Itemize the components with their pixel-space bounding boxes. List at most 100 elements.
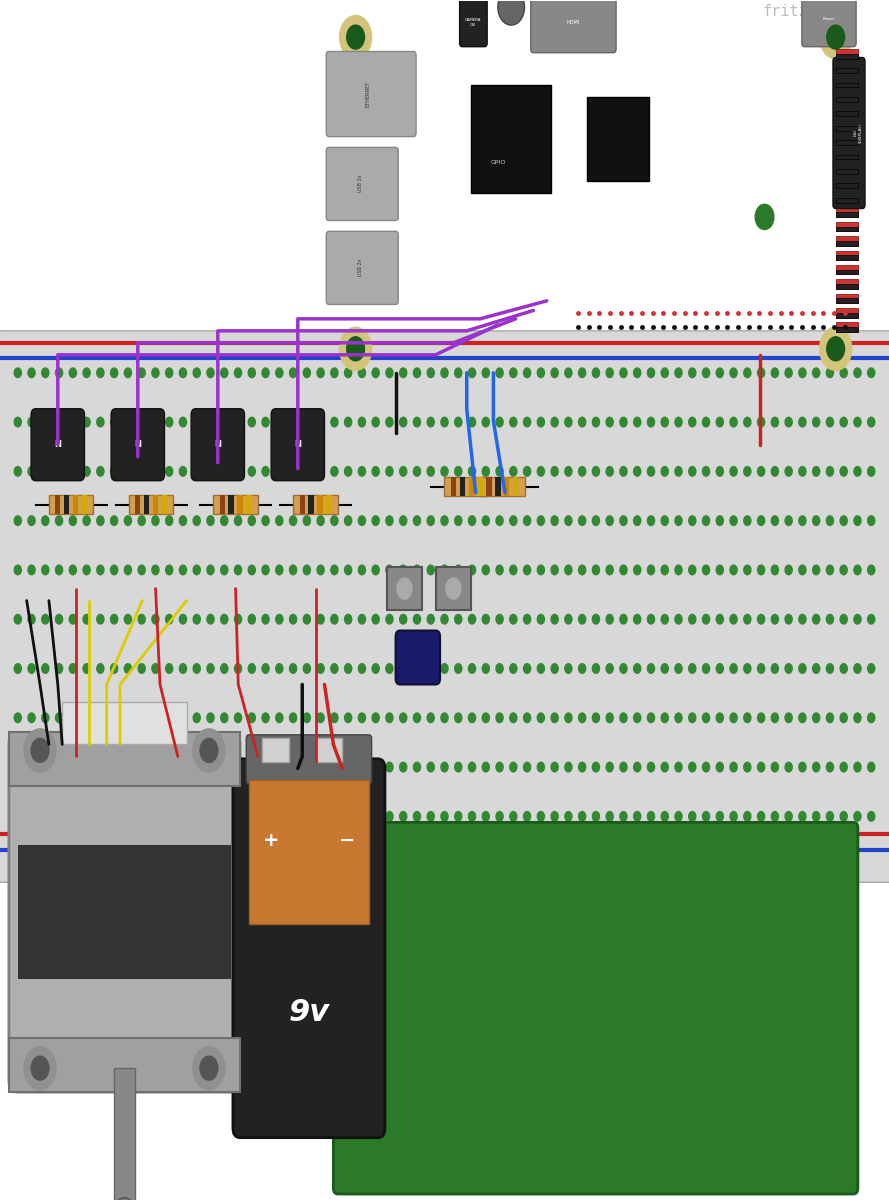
Circle shape: [565, 664, 572, 673]
Circle shape: [647, 565, 654, 575]
FancyBboxPatch shape: [111, 409, 164, 481]
Circle shape: [579, 762, 586, 772]
Bar: [836, 323, 858, 332]
Circle shape: [647, 614, 654, 624]
Circle shape: [868, 713, 875, 722]
Circle shape: [331, 811, 338, 821]
Circle shape: [785, 368, 792, 378]
Bar: [836, 169, 858, 174]
Circle shape: [620, 516, 627, 526]
Circle shape: [551, 418, 558, 427]
Circle shape: [757, 811, 765, 821]
Circle shape: [345, 418, 352, 427]
Circle shape: [551, 664, 558, 673]
Circle shape: [537, 614, 544, 624]
Circle shape: [740, 190, 768, 228]
Circle shape: [592, 762, 599, 772]
Circle shape: [290, 467, 297, 476]
Circle shape: [441, 614, 448, 624]
FancyBboxPatch shape: [333, 822, 858, 1194]
Circle shape: [785, 614, 792, 624]
Circle shape: [482, 516, 489, 526]
Circle shape: [785, 762, 792, 772]
Circle shape: [220, 762, 228, 772]
Bar: [451, 478, 456, 497]
Circle shape: [69, 565, 76, 575]
Circle shape: [290, 664, 297, 673]
Circle shape: [42, 516, 49, 526]
Circle shape: [386, 565, 393, 575]
Text: N: N: [54, 440, 61, 449]
Text: GPIO: GPIO: [490, 161, 506, 166]
Circle shape: [799, 467, 806, 476]
Circle shape: [854, 467, 861, 476]
Circle shape: [180, 368, 187, 378]
FancyBboxPatch shape: [271, 409, 324, 481]
Circle shape: [702, 467, 709, 476]
Bar: [293, 496, 338, 515]
Circle shape: [675, 664, 682, 673]
Circle shape: [193, 811, 200, 821]
Circle shape: [42, 467, 49, 476]
Circle shape: [114, 1198, 135, 1200]
Circle shape: [634, 418, 641, 427]
Circle shape: [152, 565, 159, 575]
Circle shape: [372, 762, 380, 772]
Circle shape: [524, 811, 531, 821]
Circle shape: [165, 516, 172, 526]
Bar: [513, 478, 518, 497]
Circle shape: [757, 614, 765, 624]
Circle shape: [634, 368, 641, 378]
Circle shape: [290, 762, 297, 772]
Circle shape: [813, 811, 820, 821]
Bar: [55, 496, 60, 515]
Circle shape: [14, 467, 21, 476]
Circle shape: [620, 565, 627, 575]
Circle shape: [317, 368, 324, 378]
Circle shape: [524, 565, 531, 575]
Circle shape: [372, 614, 380, 624]
Circle shape: [592, 467, 599, 476]
Circle shape: [42, 368, 49, 378]
Circle shape: [83, 368, 90, 378]
Circle shape: [606, 614, 613, 624]
Circle shape: [138, 418, 145, 427]
Circle shape: [28, 664, 35, 673]
Bar: [836, 92, 858, 102]
Circle shape: [840, 713, 847, 722]
Circle shape: [345, 516, 352, 526]
Circle shape: [744, 418, 751, 427]
Circle shape: [509, 516, 517, 526]
Circle shape: [744, 516, 751, 526]
Circle shape: [757, 516, 765, 526]
Circle shape: [661, 811, 669, 821]
Bar: [317, 496, 323, 515]
Circle shape: [454, 614, 461, 624]
Text: fritzing: fritzing: [763, 4, 836, 19]
Text: N: N: [134, 440, 141, 449]
Circle shape: [509, 467, 517, 476]
Circle shape: [840, 516, 847, 526]
Circle shape: [152, 467, 159, 476]
Circle shape: [193, 713, 200, 722]
Circle shape: [482, 467, 489, 476]
Circle shape: [868, 762, 875, 772]
Circle shape: [868, 664, 875, 673]
Circle shape: [717, 713, 724, 722]
Circle shape: [413, 516, 420, 526]
Circle shape: [28, 418, 35, 427]
Circle shape: [413, 811, 420, 821]
Circle shape: [345, 368, 352, 378]
Circle shape: [551, 811, 558, 821]
Circle shape: [661, 418, 669, 427]
FancyBboxPatch shape: [531, 0, 616, 53]
Circle shape: [772, 467, 779, 476]
Circle shape: [400, 516, 407, 526]
Circle shape: [317, 664, 324, 673]
Circle shape: [647, 811, 654, 821]
Bar: [836, 212, 858, 217]
Circle shape: [496, 762, 503, 772]
Circle shape: [276, 664, 283, 673]
Circle shape: [757, 713, 765, 722]
Circle shape: [138, 516, 145, 526]
